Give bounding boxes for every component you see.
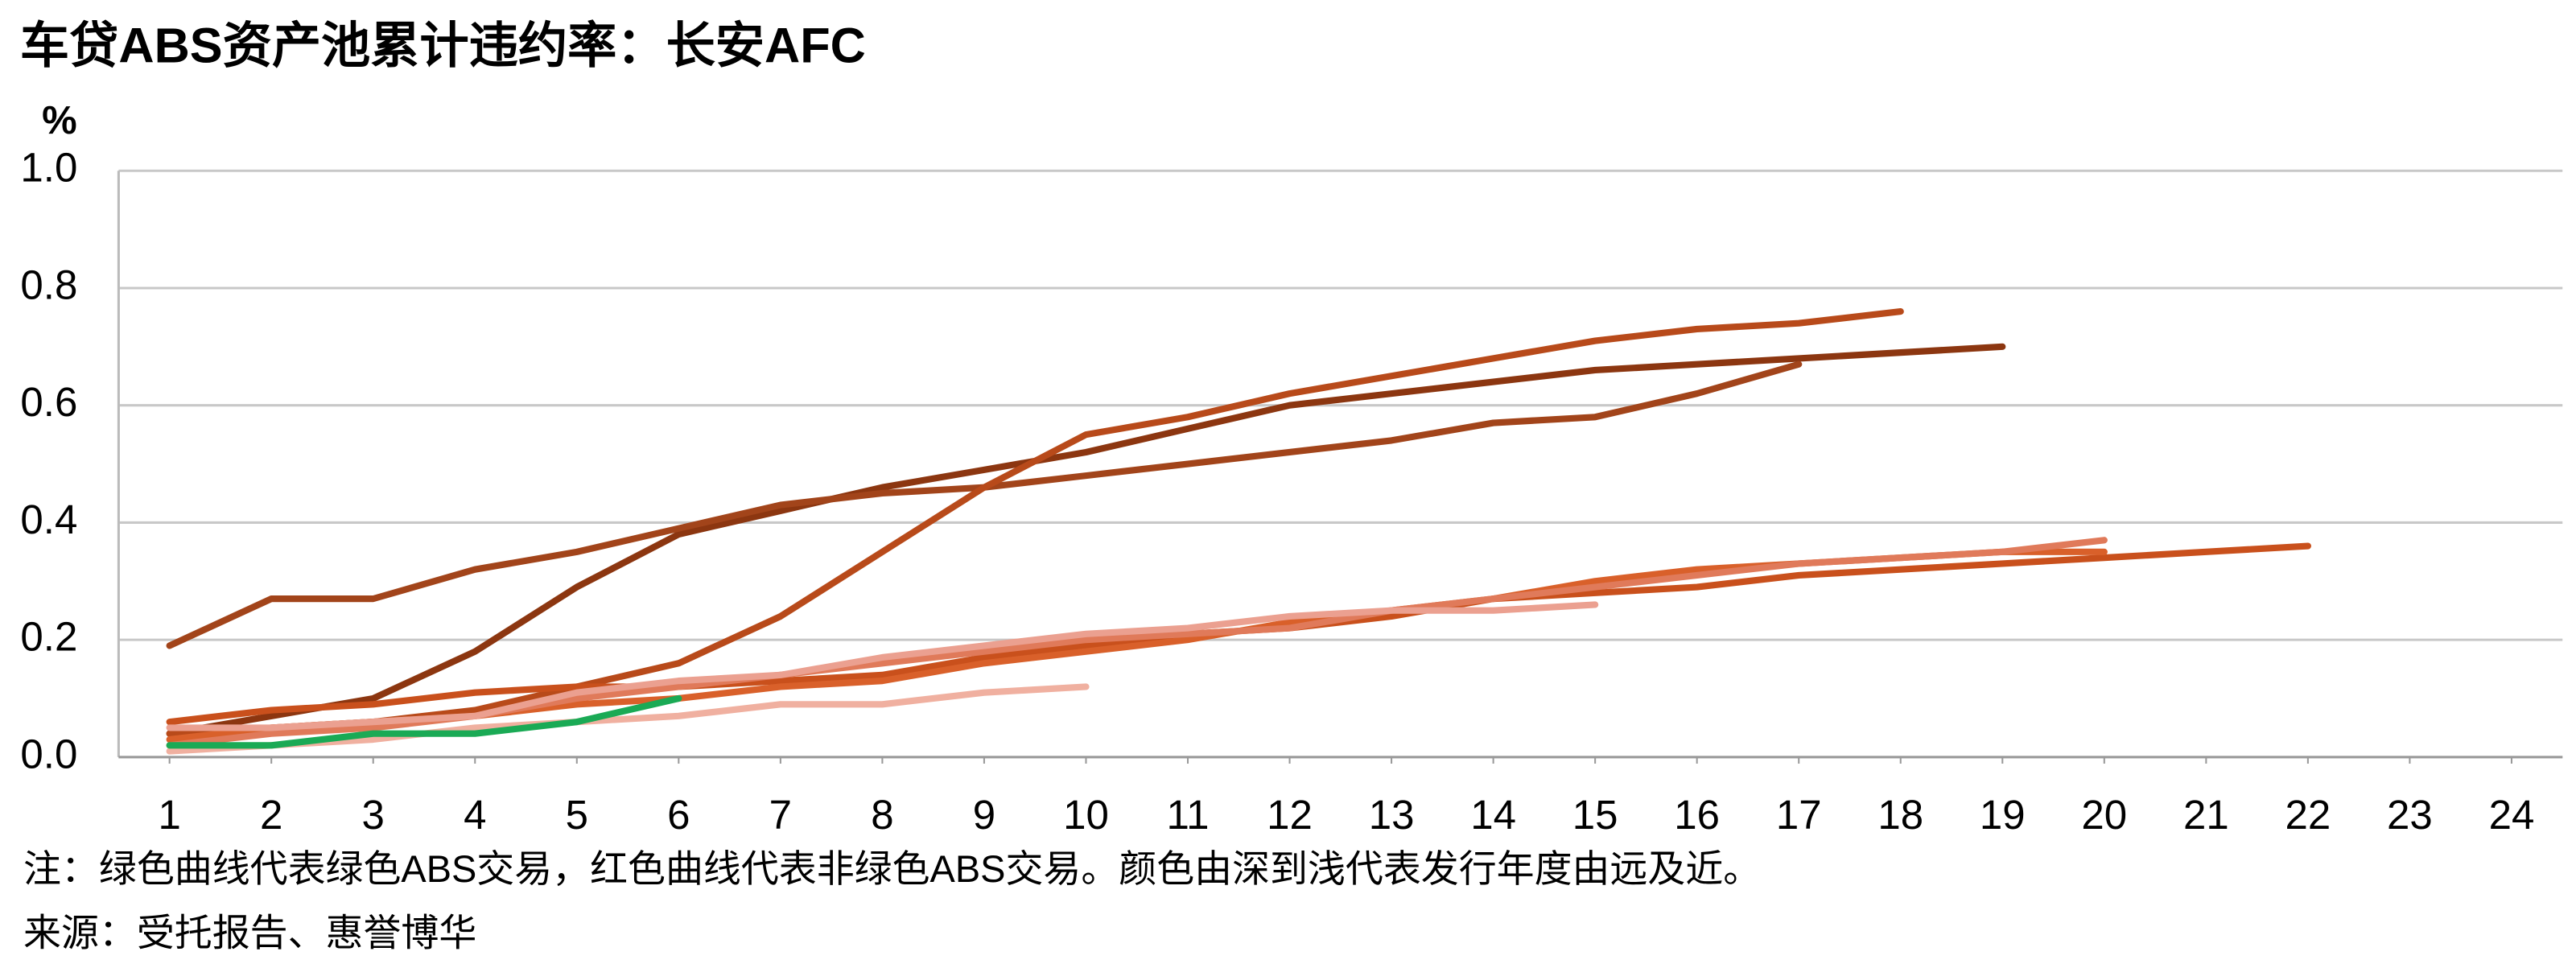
x-tick-label: 5 [566,792,588,838]
y-tick-label: 0.2 [20,614,77,660]
chart-title: 车贷ABS资产池累计违约率：长安AFC [20,18,866,72]
x-tick-label: 6 [667,792,690,838]
y-tick-label: 0.8 [20,262,77,307]
x-tick-label: 13 [1369,792,1415,838]
x-tick-label: 15 [1572,792,1618,838]
series-line [166,694,682,749]
x-tick-label: 3 [362,792,385,838]
x-tick-label: 14 [1470,792,1516,838]
x-tick-label: 23 [2387,792,2433,838]
x-tick-label: 4 [464,792,486,838]
x-tick-label: 18 [1877,792,1923,838]
source: 来源：受托报告、惠誉博华 [23,913,476,954]
x-tick-label: 2 [260,792,282,838]
x-tick-label: 7 [769,792,792,838]
x-tick-label: 20 [2081,792,2127,838]
y-tick-label: 0.6 [20,379,77,425]
x-tick-label: 19 [1980,792,2026,838]
note: 注：绿色曲线代表绿色ABS交易，红色曲线代表非绿色ABS交易。颜色由深到浅代表发… [23,848,1761,890]
x-tick-label: 16 [1674,792,1720,838]
y-tick-label: 1.0 [20,145,77,191]
y-unit: % [42,99,77,142]
x-tick-label: 9 [973,792,995,838]
x-tick-label: 21 [2183,792,2229,838]
x-tick-label: 17 [1776,792,1822,838]
x-tick-label: 8 [871,792,893,838]
x-tick-label: 10 [1063,792,1109,838]
x-tick-label: 24 [2489,792,2535,838]
x-tick-label: 1 [158,792,180,838]
y-tick-label: 0.4 [20,496,77,542]
x-tick-label: 22 [2285,792,2331,838]
series-line [166,601,1599,731]
series-line [166,343,2006,737]
series-line [166,308,1904,737]
x-tick-label: 12 [1267,792,1313,838]
y-tick-label: 0.0 [20,731,77,777]
x-tick-label: 11 [1167,792,1210,838]
